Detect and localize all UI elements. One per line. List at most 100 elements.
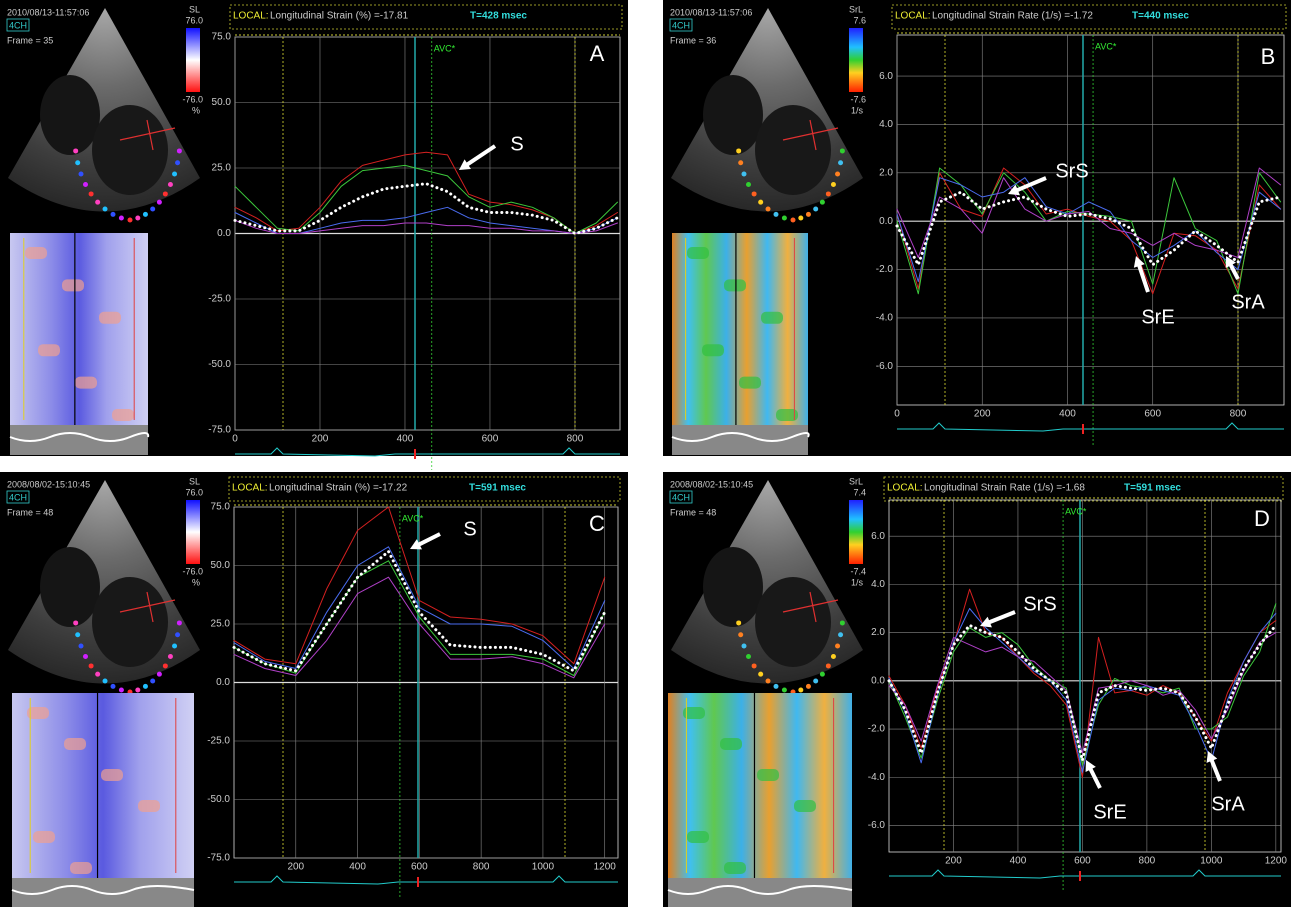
contour-dot bbox=[752, 191, 757, 196]
annotation: S bbox=[510, 133, 523, 155]
y-tick-label: 2.0 bbox=[871, 627, 885, 638]
view-label: 4CH bbox=[9, 492, 27, 502]
contour-dot bbox=[736, 620, 741, 625]
parametric-map bbox=[10, 233, 148, 425]
color-scale bbox=[849, 500, 863, 564]
x-tick-label: 600 bbox=[1074, 856, 1091, 867]
contour-dot bbox=[838, 160, 843, 165]
x-tick-label: 800 bbox=[1139, 856, 1156, 867]
panel-letter: D bbox=[1254, 506, 1270, 531]
contour-dot bbox=[835, 644, 840, 649]
contour-dot bbox=[838, 632, 843, 637]
x-tick-label: 200 bbox=[312, 434, 329, 445]
x-tick-label: 1000 bbox=[1200, 856, 1223, 867]
scale-unit: 1/s bbox=[851, 577, 864, 587]
contour-dot bbox=[738, 160, 743, 165]
contour-dot bbox=[820, 200, 825, 205]
scale-label: SrL bbox=[849, 476, 863, 486]
x-tick-label: 600 bbox=[482, 434, 499, 445]
view-label: 4CH bbox=[9, 20, 27, 30]
frame-label: Frame = 35 bbox=[7, 35, 53, 45]
map-blob bbox=[702, 344, 724, 356]
contour-dot bbox=[774, 212, 779, 217]
map-blob bbox=[724, 279, 746, 291]
contour-dot bbox=[89, 663, 94, 668]
status-mode: LOCAL: bbox=[887, 483, 923, 494]
frame-label: Frame = 36 bbox=[670, 35, 716, 45]
contour-dot bbox=[95, 672, 100, 677]
avc-label: AVC* bbox=[1065, 506, 1087, 516]
timestamp: 2010/08/13-11:57:06 bbox=[7, 7, 89, 17]
status-mode: LOCAL: bbox=[232, 483, 268, 494]
contour-dot bbox=[774, 684, 779, 689]
contour-dot bbox=[813, 207, 818, 212]
contour-dot bbox=[741, 644, 746, 649]
contour-dot bbox=[89, 191, 94, 196]
contour-dot bbox=[840, 620, 845, 625]
y-tick-label: -25.0 bbox=[207, 736, 230, 747]
cavity bbox=[40, 547, 100, 627]
contour-dot bbox=[163, 663, 168, 668]
map-blob bbox=[138, 800, 160, 812]
y-tick-label: -6.0 bbox=[868, 820, 886, 831]
x-tick-label: 200 bbox=[974, 409, 991, 420]
contour-dot bbox=[826, 663, 831, 668]
map-blob bbox=[757, 769, 779, 781]
contour-dot bbox=[78, 644, 83, 649]
y-tick-label: 25.0 bbox=[211, 619, 231, 630]
map-blob bbox=[25, 247, 47, 259]
contour-dot bbox=[150, 679, 155, 684]
y-tick-label: 50.0 bbox=[211, 560, 231, 571]
map-blob bbox=[112, 409, 134, 421]
contour-dot bbox=[119, 216, 124, 221]
contour-dot bbox=[820, 672, 825, 677]
contour-dot bbox=[172, 644, 177, 649]
status-time: T=428 msec bbox=[470, 11, 527, 22]
contour-dot bbox=[752, 663, 757, 668]
contour-dot bbox=[175, 160, 180, 165]
contour-dot bbox=[806, 684, 811, 689]
contour-dot bbox=[766, 207, 771, 212]
contour-dot bbox=[791, 218, 796, 223]
y-tick-label: 0.0 bbox=[217, 228, 231, 239]
scale-max: 76.0 bbox=[185, 487, 203, 497]
y-tick-label: 0.0 bbox=[879, 216, 893, 227]
status-measure: Longitudinal Strain Rate (1/s) =-1.68 bbox=[924, 483, 1085, 494]
status-measure: Longitudinal Strain Rate (1/s) =-1.72 bbox=[932, 11, 1093, 22]
map-blob bbox=[99, 312, 121, 324]
contour-dot bbox=[736, 148, 741, 153]
contour-dot bbox=[157, 672, 162, 677]
x-tick-label: 600 bbox=[1144, 409, 1161, 420]
y-tick-label: 2.0 bbox=[879, 167, 893, 178]
annotation: SrE bbox=[1141, 306, 1174, 328]
map-blob bbox=[687, 247, 709, 259]
contour-dot bbox=[75, 632, 80, 637]
panel: 2008/08/02-15:10:454CHFrame = 48SL76.0-7… bbox=[0, 472, 628, 907]
contour-dot bbox=[177, 148, 182, 153]
map-blob bbox=[101, 769, 123, 781]
x-tick-label: 800 bbox=[1230, 409, 1247, 420]
annotation: SrS bbox=[1055, 160, 1088, 182]
contour-dot bbox=[143, 684, 148, 689]
contour-dot bbox=[111, 684, 116, 689]
status-measure: Longitudinal Strain (%) =-17.22 bbox=[269, 483, 408, 494]
y-tick-label: -2.0 bbox=[876, 264, 894, 275]
y-tick-label: -4.0 bbox=[876, 313, 894, 324]
avc-label: AVC* bbox=[402, 513, 424, 523]
y-tick-label: -4.0 bbox=[868, 772, 886, 783]
contour-dot bbox=[782, 216, 787, 221]
y-tick-label: 75.0 bbox=[212, 32, 232, 43]
y-tick-label: -75.0 bbox=[208, 425, 231, 436]
contour-dot bbox=[798, 688, 803, 693]
status-time: T=440 msec bbox=[1132, 11, 1189, 22]
contour-dot bbox=[135, 216, 140, 221]
x-tick-label: 0 bbox=[894, 409, 900, 420]
parametric-map bbox=[672, 233, 808, 425]
x-tick-label: 400 bbox=[1059, 409, 1076, 420]
contour-dot bbox=[103, 207, 108, 212]
contour-dot bbox=[782, 688, 787, 693]
y-tick-label: -75.0 bbox=[207, 853, 230, 864]
status-time: T=591 msec bbox=[469, 483, 526, 494]
timestamp: 2008/08/02-15:10:45 bbox=[670, 479, 753, 489]
